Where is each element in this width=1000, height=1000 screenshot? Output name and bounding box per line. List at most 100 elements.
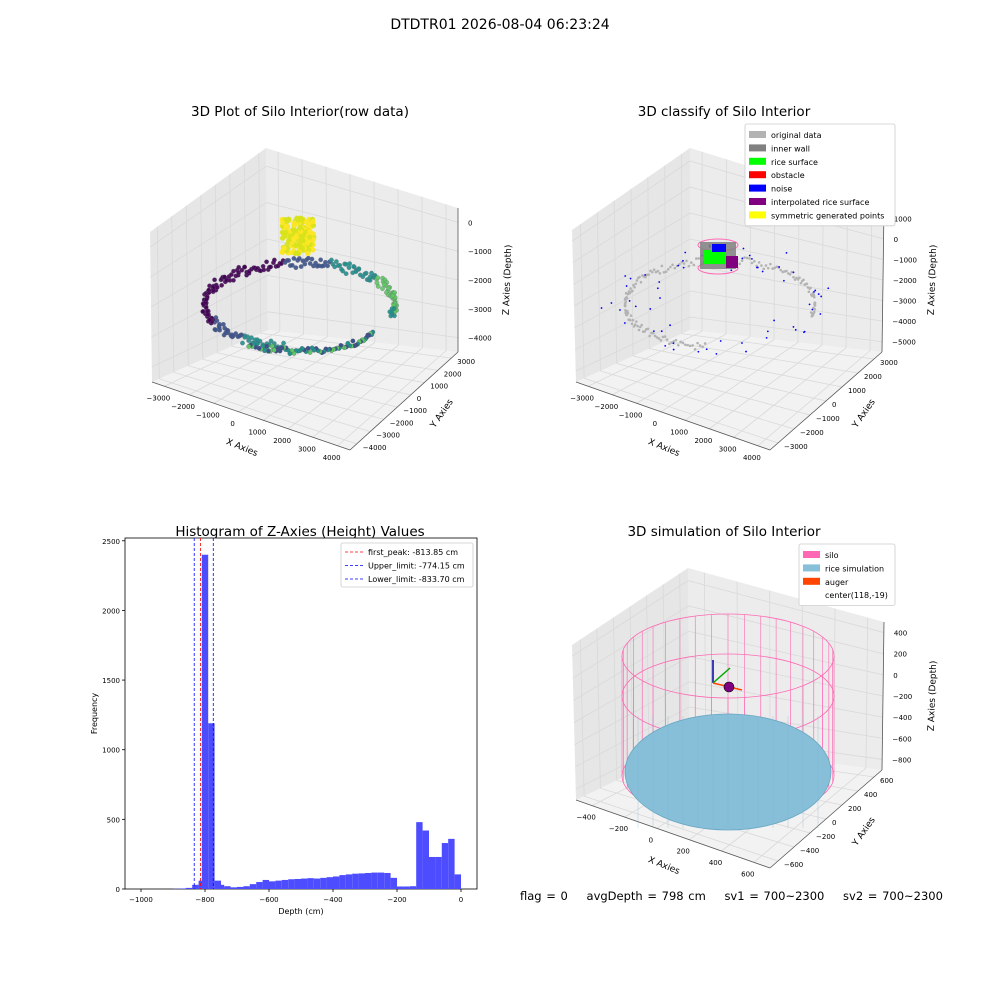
- p1-y-tick-label: −1000: [403, 407, 427, 415]
- p2-original-point: [805, 282, 809, 286]
- p4-z-axis-label: Z Axies (Depth): [927, 661, 939, 732]
- p1-z-tick-label: −3000: [468, 306, 492, 314]
- p2-original-point: [635, 279, 639, 282]
- p1-floor-point: [307, 350, 313, 355]
- p2-noise-point: [742, 247, 745, 250]
- p2-original-point: [686, 343, 690, 347]
- p1-wall-point: [381, 282, 387, 287]
- p2-original-point: [762, 267, 766, 271]
- p1-wall-point: [272, 257, 277, 263]
- p2-original-point: [750, 261, 754, 265]
- p2-grid-y: [632, 355, 827, 402]
- p2-original-point: [637, 328, 641, 332]
- p2-x-tick-label: 4000: [743, 454, 761, 462]
- p1-cluster-point: [293, 233, 300, 239]
- p1-grid-y: [173, 371, 371, 433]
- p2-original-point: [625, 297, 629, 300]
- p1-y-tick-label: 0: [417, 395, 421, 403]
- p3-bars: [173, 554, 461, 889]
- p2-original-point: [738, 262, 741, 266]
- p1-y-tick-label: 2000: [444, 370, 462, 378]
- p1-y-tick-label: −2000: [390, 419, 414, 427]
- p1-wall-point: [318, 257, 324, 263]
- p2-y-tick-label: 2000: [864, 373, 882, 381]
- p2-original-point: [692, 263, 696, 267]
- p2-x-tick-label: −1000: [619, 411, 643, 419]
- p2-original-point: [680, 260, 684, 264]
- p2-legend-label: original data: [771, 131, 822, 140]
- p2-original-point: [631, 318, 635, 322]
- p2-original-point: [796, 278, 800, 281]
- p1-grid-x: [337, 350, 447, 447]
- p3-x-tick-label: −400: [323, 896, 342, 904]
- p1-floor-pane: [152, 330, 458, 450]
- p2-original-point: [809, 286, 812, 290]
- p3-y-tick-label: 0: [116, 886, 120, 894]
- p3-bar: [301, 878, 308, 889]
- p3-bar: [409, 886, 417, 889]
- p4-grid-z: [689, 706, 883, 739]
- p2-legend-swatch: [749, 131, 766, 138]
- status-sv2: sv2 = 700~2300: [843, 889, 943, 903]
- p2-z-axis-line: [881, 207, 885, 353]
- p2-grid-y: [665, 340, 859, 374]
- p1-grid-x: [263, 342, 376, 421]
- p3-bar: [208, 723, 215, 889]
- p2-original-point: [812, 306, 815, 310]
- p2-noise-point: [751, 257, 753, 260]
- p1-grid-z: [267, 275, 459, 310]
- p1-grid-z: [266, 165, 459, 223]
- p2-noise-point: [785, 251, 788, 254]
- p2-y-tick-label: −3000: [784, 443, 808, 451]
- p2-original-point: [681, 341, 685, 345]
- p1-wall-point: [217, 327, 223, 333]
- p1-x-axis-label: X Axies: [224, 437, 259, 459]
- histogram-plot: −1000 −800 −600 −400 −200 0 0 500 1000 1500 2000 25…: [90, 537, 478, 916]
- p1-wall-point: [309, 256, 315, 262]
- p3-bar: [358, 873, 365, 889]
- p1-wall-point: [203, 305, 209, 311]
- p2-noise-point: [697, 350, 700, 353]
- p1-cluster-point: [291, 222, 297, 229]
- p2-noise-point: [623, 322, 626, 324]
- status-flag: flag = 0: [520, 889, 568, 903]
- p3-bar: [365, 872, 372, 889]
- p3-bar: [262, 879, 269, 889]
- p3-bar: [326, 877, 333, 889]
- p2-original-point: [760, 264, 763, 267]
- status-avg-depth: avgDepth = 798 cm: [586, 889, 706, 903]
- p4-legend-label: auger: [825, 578, 849, 587]
- p3-x-tick-label: 0: [459, 896, 463, 904]
- p1-cluster-point: [279, 220, 286, 226]
- p4-grid-z: [573, 656, 690, 723]
- p2-noise-point: [705, 348, 708, 351]
- p2-original-point: [685, 259, 688, 263]
- p3-x-tick-label: −1000: [129, 896, 153, 904]
- p2-noise-point: [619, 309, 621, 311]
- p2-original-point: [698, 344, 702, 347]
- p2-legend-swatch: [749, 211, 766, 219]
- p2-noise-point: [765, 336, 768, 339]
- p2-x-tick-label: 3000: [719, 445, 737, 453]
- p3-y-tick-label: 2000: [102, 607, 120, 615]
- p4-y-tick-label: 200: [848, 805, 861, 813]
- p2-noise-point: [827, 287, 830, 290]
- p2-grid-z: [573, 212, 691, 285]
- p2-noise-point: [761, 270, 764, 273]
- p1-x-tick-label: −2000: [171, 403, 195, 411]
- p2-noise-point: [628, 300, 631, 302]
- p2-noise-point: [820, 295, 823, 298]
- p1-wall-point: [281, 340, 286, 346]
- p3-bar: [224, 886, 231, 889]
- p2-noise-point: [672, 342, 675, 345]
- p2-original-point: [740, 259, 744, 262]
- p2-noise-point: [682, 259, 684, 262]
- p2-noise-point: [600, 307, 603, 309]
- p1-wall-point: [329, 257, 334, 263]
- p2-original-point: [779, 268, 783, 272]
- p1-cluster-point: [305, 221, 311, 228]
- p1-wall-point: [268, 338, 274, 344]
- p4-legend-label: rice simulation: [825, 564, 884, 573]
- p2-z-tick-label: 1000: [894, 215, 912, 223]
- p1-wall-point: [386, 285, 392, 291]
